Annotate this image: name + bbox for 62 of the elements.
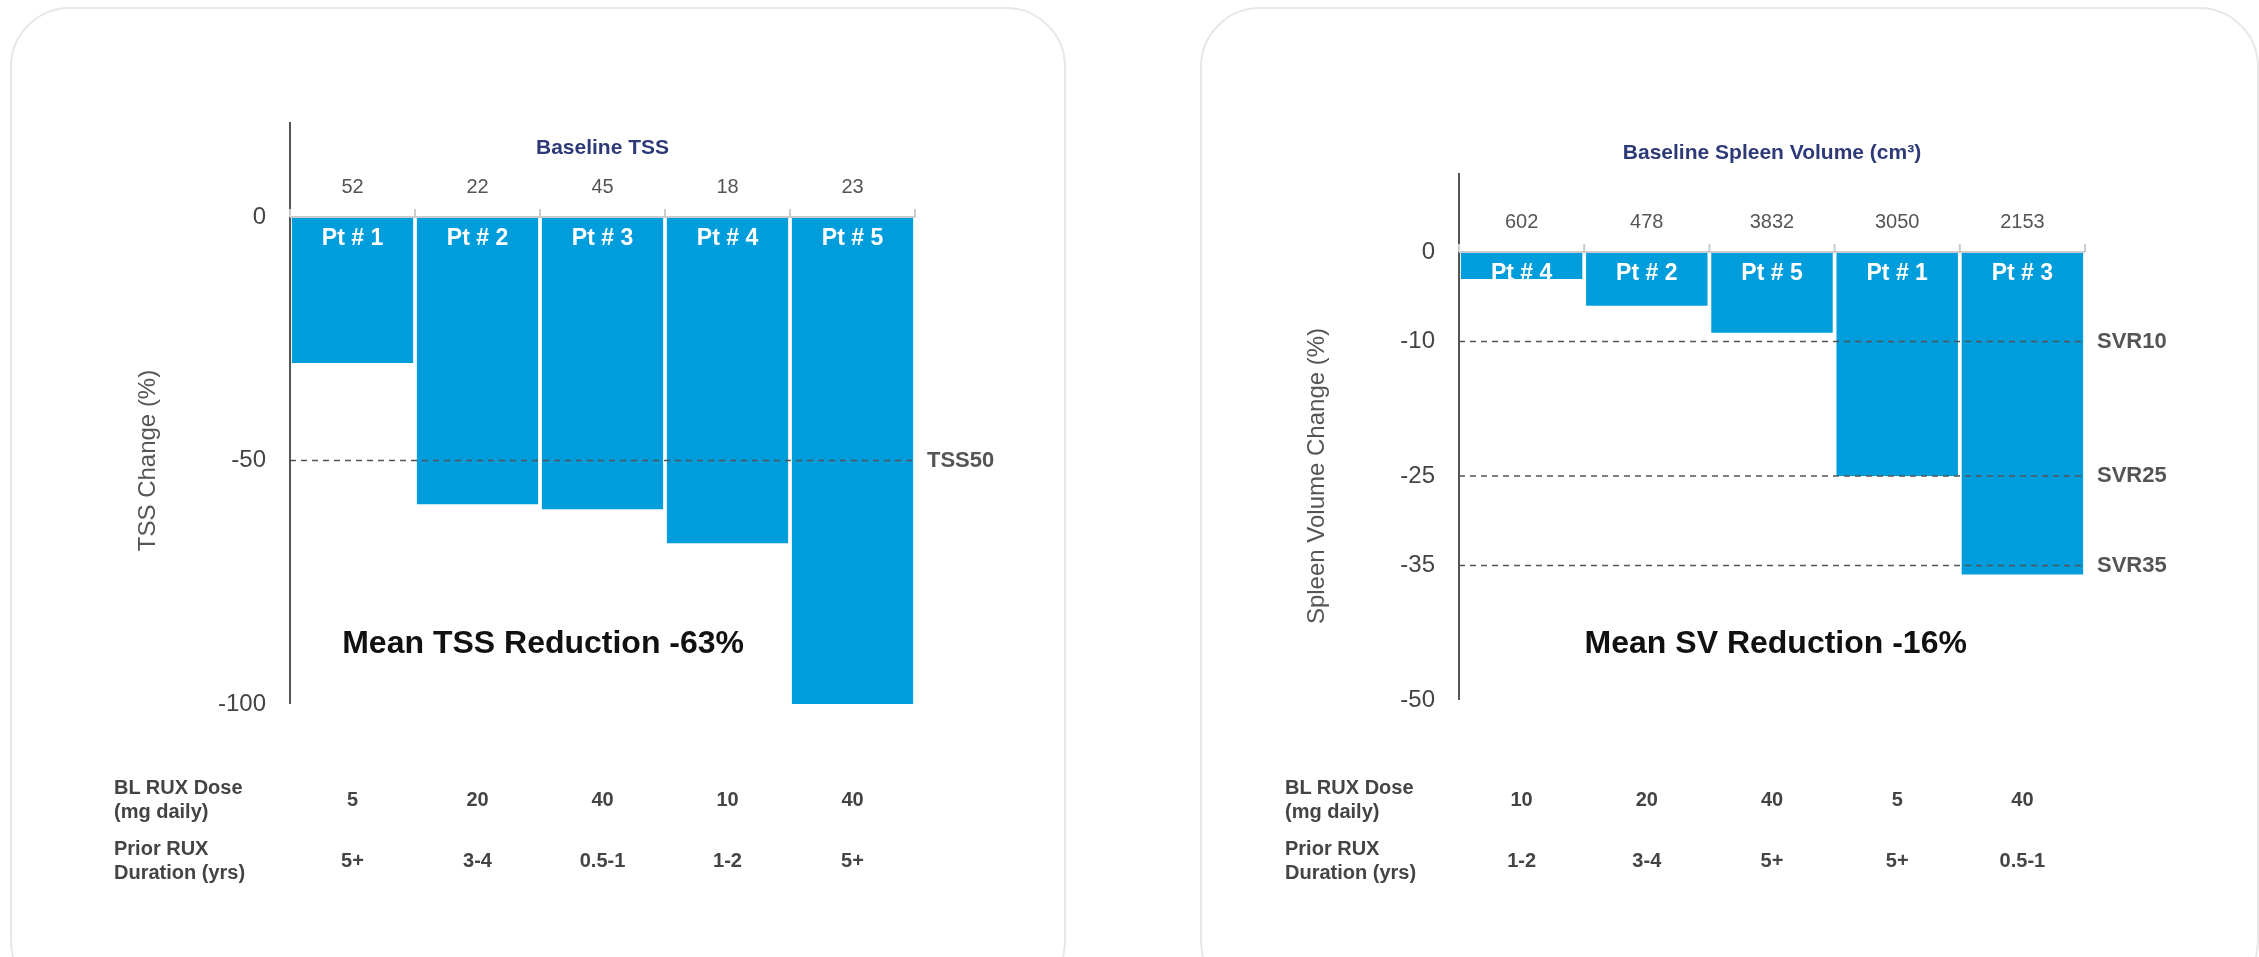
x-tick-label: Pt # 3 [571, 224, 634, 251]
text: 10 [716, 787, 739, 810]
y-tick-label: -25 [1400, 460, 1435, 488]
x-tick-label: Pt # 2 [446, 224, 509, 251]
y-tick-label: 0 [252, 201, 266, 229]
text: 5 [1891, 787, 1903, 810]
text: 40 [1760, 787, 1784, 810]
text: 478 [1630, 209, 1664, 232]
text: Prior RUX Duration (yrs) [114, 836, 246, 883]
text: 3-4 [1632, 848, 1663, 871]
text: 5+ [1885, 848, 1909, 871]
text: 18 [716, 174, 739, 197]
text: Prior RUX Duration (yrs) [1285, 836, 1417, 883]
text: 22 [466, 174, 489, 197]
text: 52 [341, 174, 364, 197]
chart-title: Baseline TSS [535, 134, 670, 158]
x-tick-label: Pt # 5 [1741, 259, 1803, 286]
annotation: Mean SV Reduction -16% [1584, 623, 1967, 660]
text: 0.5-1 [1999, 848, 2046, 871]
text: 5 [346, 787, 359, 810]
y-tick-label: 0 [1421, 236, 1435, 264]
ref-line-label: SVR35 [2097, 551, 2167, 577]
text: 5+ [841, 848, 864, 871]
x-tick-label: Pt # 4 [1490, 259, 1553, 286]
ref-line-label: TSS50 [927, 446, 995, 472]
text: 40 [2011, 787, 2034, 810]
text: 3-4 [463, 848, 493, 871]
annotation: Mean TSS Reduction -63% [342, 623, 745, 660]
x-tick-label: Pt # 4 [696, 224, 759, 251]
text: 602 [1504, 209, 1539, 232]
text: 5+ [341, 848, 364, 871]
chart-title: Baseline Spleen Volume (cm³) [1622, 139, 1922, 163]
ref-line-label: SVR25 [2097, 462, 2167, 488]
x-tick-label: Pt # 1 [321, 224, 384, 251]
text: 1-2 [713, 848, 742, 871]
y-axis-title: Spleen Volume Change (%) [1302, 327, 1330, 625]
text: 40 [841, 787, 864, 810]
text: 20 [1635, 787, 1658, 810]
y-axis-title: TSS Change (%) [133, 369, 161, 552]
text: BL RUX Dose (mg daily) [1285, 775, 1414, 822]
x-tick-label: Pt # 2 [1616, 259, 1678, 286]
text: 0.5-1 [579, 848, 626, 871]
text: 1-2 [1507, 848, 1537, 871]
y-tick-label: -35 [1400, 550, 1435, 578]
text: 45 [591, 174, 614, 197]
y-tick-label: -100 [217, 688, 266, 716]
text: 23 [841, 174, 864, 197]
x-tick-label: Pt # 3 [1991, 259, 2054, 286]
text: 3050 [1874, 209, 1920, 232]
y-tick-label: -50 [1400, 684, 1435, 712]
y-tick-label: -10 [1400, 326, 1435, 354]
text: 5+ [1760, 848, 1784, 871]
y-tick-label: -50 [231, 445, 266, 473]
x-tick-label: Pt # 5 [821, 224, 884, 251]
text: 2153 [2000, 209, 2045, 232]
text: BL RUX Dose (mg daily) [114, 775, 243, 822]
text: 10 [1510, 787, 1533, 810]
text: 20 [466, 787, 489, 810]
x-tick-label: Pt # 1 [1866, 259, 1929, 286]
text: 40 [591, 787, 614, 810]
text: 3832 [1749, 209, 1795, 232]
ref-line-label: SVR10 [2097, 327, 2167, 353]
